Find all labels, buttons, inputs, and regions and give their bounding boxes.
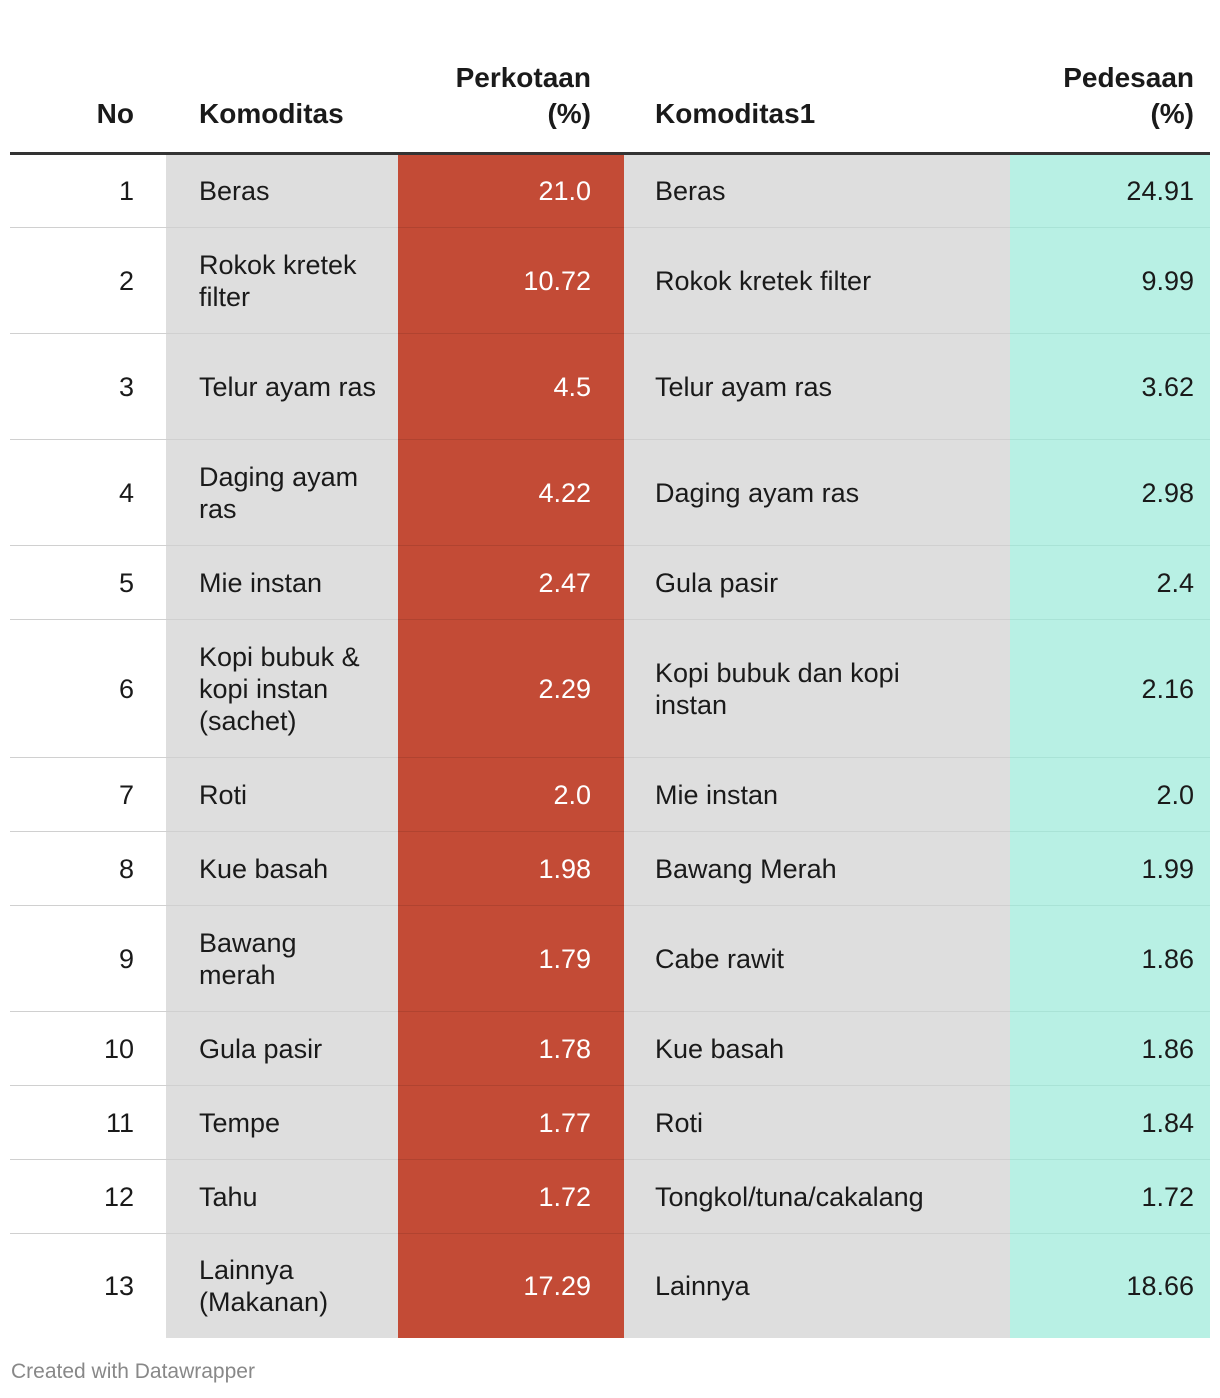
cell-pedesaan-value: 9.99	[1010, 227, 1210, 334]
table-row: 3 Telur ayam ras 4.5 Telur ayam ras 3.62	[10, 333, 1210, 440]
cell-komoditas1: Beras	[624, 153, 1010, 228]
cell-pedesaan-value: 1.86	[1010, 1011, 1210, 1086]
cell-komoditas: Kopi bubuk & kopi instan (sachet)	[166, 619, 398, 758]
cell-no: 13	[10, 1233, 166, 1338]
cell-pedesaan-value: 1.99	[1010, 831, 1210, 906]
cell-komoditas: Gula pasir	[166, 1011, 398, 1086]
table-row: 1 Beras 21.0 Beras 24.91	[10, 153, 1210, 228]
cell-no: 10	[10, 1011, 166, 1086]
cell-no: 9	[10, 905, 166, 1012]
cell-komoditas: Rokok kretek filter	[166, 227, 398, 334]
header-pedesaan-line1: Pedesaan	[1063, 62, 1194, 93]
cell-komoditas1: Kopi bubuk dan kopi instan	[624, 619, 1010, 758]
cell-perkotaan-value: 2.0	[398, 757, 624, 832]
header-komoditas1[interactable]: Komoditas1	[624, 0, 1010, 155]
cell-komoditas1: Daging ayam ras	[624, 439, 1010, 546]
table-row: 2 Rokok kretek filter 10.72 Rokok kretek fi…	[10, 227, 1210, 334]
cell-komoditas: Roti	[166, 757, 398, 832]
cell-komoditas1: Tongkol/tuna/cakalang	[624, 1159, 1010, 1234]
cell-perkotaan-value: 4.5	[398, 333, 624, 440]
cell-no: 11	[10, 1085, 166, 1160]
table-row: 7 Roti 2.0 Mie instan 2.0	[10, 757, 1210, 832]
cell-komoditas1: Telur ayam ras	[624, 333, 1010, 440]
cell-komoditas: Tahu	[166, 1159, 398, 1234]
data-table-wrapper: No Komoditas Perkotaan (%) Komoditas1 Pe…	[10, 0, 1210, 1338]
cell-pedesaan-value: 2.98	[1010, 439, 1210, 546]
cell-pedesaan-value: 2.16	[1010, 619, 1210, 758]
cell-komoditas: Tempe	[166, 1085, 398, 1160]
header-pedesaan[interactable]: Pedesaan (%)	[1010, 0, 1210, 155]
table-body: 1 Beras 21.0 Beras 24.91 2 Rokok kretek filter…	[10, 153, 1210, 1338]
cell-no: 7	[10, 757, 166, 832]
cell-perkotaan-value: 1.77	[398, 1085, 624, 1160]
header-perkotaan-line1: Perkotaan	[455, 62, 591, 93]
cell-komoditas: Daging ayam ras	[166, 439, 398, 546]
cell-komoditas: Kue basah	[166, 831, 398, 906]
cell-perkotaan-value: 1.78	[398, 1011, 624, 1086]
cell-no: 5	[10, 545, 166, 620]
table-row: 10 Gula pasir 1.78 Kue basah 1.86	[10, 1011, 1210, 1086]
table-row: 11 Tempe 1.77 Roti 1.84	[10, 1085, 1210, 1160]
cell-komoditas: Telur ayam ras	[166, 333, 398, 440]
header-perkotaan[interactable]: Perkotaan (%)	[398, 0, 624, 155]
header-row: No Komoditas Perkotaan (%) Komoditas1 Pe…	[10, 0, 1210, 155]
cell-komoditas: Lainnya (Makanan)	[166, 1233, 398, 1338]
cell-perkotaan-value: 2.29	[398, 619, 624, 758]
cell-pedesaan-value: 1.86	[1010, 905, 1210, 1012]
cell-komoditas: Mie instan	[166, 545, 398, 620]
cell-komoditas1: Roti	[624, 1085, 1010, 1160]
table-row: 12 Tahu 1.72 Tongkol/tuna/cakalang 1.72	[10, 1159, 1210, 1234]
cell-perkotaan-value: 1.98	[398, 831, 624, 906]
cell-perkotaan-value: 4.22	[398, 439, 624, 546]
cell-perkotaan-value: 21.0	[398, 153, 624, 228]
cell-pedesaan-value: 2.4	[1010, 545, 1210, 620]
cell-perkotaan-value: 1.72	[398, 1159, 624, 1234]
header-perkotaan-line2: (%)	[547, 98, 591, 129]
cell-komoditas1: Mie instan	[624, 757, 1010, 832]
cell-no: 2	[10, 227, 166, 334]
cell-perkotaan-value: 1.79	[398, 905, 624, 1012]
table-row: 5 Mie instan 2.47 Gula pasir 2.4	[10, 545, 1210, 620]
table-row: 4 Daging ayam ras 4.22 Daging ayam ras 2.98	[10, 439, 1210, 546]
table-row: 9 Bawang merah 1.79 Cabe rawit 1.86	[10, 905, 1210, 1012]
commodity-table: No Komoditas Perkotaan (%) Komoditas1 Pe…	[10, 0, 1210, 1338]
header-no[interactable]: No	[10, 0, 166, 155]
cell-pedesaan-value: 3.62	[1010, 333, 1210, 440]
cell-komoditas: Beras	[166, 153, 398, 228]
cell-no: 12	[10, 1159, 166, 1234]
cell-perkotaan-value: 17.29	[398, 1233, 624, 1338]
cell-komoditas1: Cabe rawit	[624, 905, 1010, 1012]
cell-perkotaan-value: 10.72	[398, 227, 624, 334]
table-header: No Komoditas Perkotaan (%) Komoditas1 Pe…	[10, 0, 1210, 155]
datawrapper-credit[interactable]: Created with Datawrapper	[11, 1360, 255, 1383]
cell-pedesaan-value: 24.91	[1010, 153, 1210, 228]
cell-no: 4	[10, 439, 166, 546]
table-row: 13 Lainnya (Makanan) 17.29 Lainnya 18.66	[10, 1233, 1210, 1338]
table-row: 8 Kue basah 1.98 Bawang Merah 1.99	[10, 831, 1210, 906]
table-row: 6 Kopi bubuk & kopi instan (sachet) 2.29 Ko…	[10, 619, 1210, 758]
cell-komoditas1: Gula pasir	[624, 545, 1010, 620]
cell-no: 6	[10, 619, 166, 758]
cell-komoditas1: Lainnya	[624, 1233, 1010, 1338]
cell-pedesaan-value: 1.72	[1010, 1159, 1210, 1234]
cell-komoditas1: Rokok kretek filter	[624, 227, 1010, 334]
header-komoditas[interactable]: Komoditas	[166, 0, 398, 155]
cell-pedesaan-value: 2.0	[1010, 757, 1210, 832]
header-pedesaan-line2: (%)	[1150, 98, 1194, 129]
cell-komoditas1: Bawang Merah	[624, 831, 1010, 906]
cell-perkotaan-value: 2.47	[398, 545, 624, 620]
cell-komoditas: Bawang merah	[166, 905, 398, 1012]
cell-no: 8	[10, 831, 166, 906]
cell-pedesaan-value: 1.84	[1010, 1085, 1210, 1160]
cell-komoditas1: Kue basah	[624, 1011, 1010, 1086]
cell-no: 1	[10, 153, 166, 228]
cell-pedesaan-value: 18.66	[1010, 1233, 1210, 1338]
cell-no: 3	[10, 333, 166, 440]
